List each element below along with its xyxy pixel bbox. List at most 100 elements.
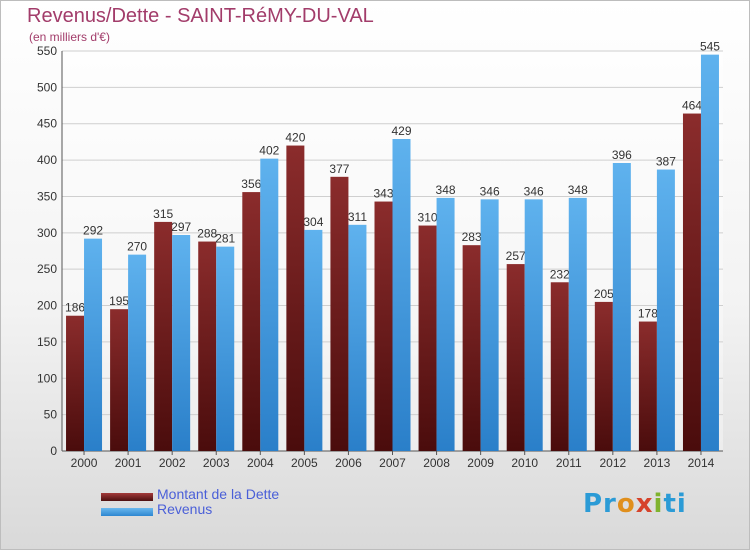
bar-revenus	[524, 199, 543, 451]
bar-revenus	[216, 246, 235, 451]
y-tick-label: 300	[37, 226, 57, 240]
y-tick-label: 550	[37, 44, 57, 58]
bar-dette	[638, 321, 657, 451]
data-label-dette: 195	[109, 294, 129, 308]
y-tick-label: 100	[37, 371, 57, 385]
logo-part: o	[616, 489, 636, 519]
proxiti-logo: Proxiti	[583, 489, 687, 519]
logo-part: x	[635, 489, 654, 519]
bar-revenus	[304, 229, 323, 451]
data-label-revenus: 304	[303, 215, 323, 229]
data-label-revenus: 396	[612, 148, 632, 162]
bar-dette	[198, 241, 217, 451]
y-tick-label: 0	[50, 444, 57, 458]
x-tick-label: 2004	[247, 456, 274, 470]
data-label-dette: 288	[197, 227, 217, 241]
x-tick-label: 2012	[599, 456, 626, 470]
data-label-revenus: 346	[480, 184, 500, 198]
bar-dette	[66, 315, 85, 451]
logo-part: Pr	[583, 489, 617, 519]
data-label-revenus: 348	[436, 183, 456, 197]
bar-revenus	[436, 197, 455, 451]
chart-subtitle: (en milliers d'€)	[29, 30, 110, 44]
x-tick-label: 2013	[644, 456, 671, 470]
bar-dette	[594, 301, 613, 451]
logo-part: ti	[663, 489, 687, 519]
x-tick-label: 2005	[291, 456, 318, 470]
bar-revenus	[612, 163, 631, 451]
data-label-dette: 186	[65, 301, 85, 315]
x-tick-label: 2009	[467, 456, 494, 470]
data-label-revenus: 545	[700, 40, 720, 54]
bar-dette	[330, 176, 349, 451]
y-tick-label: 400	[37, 153, 57, 167]
bar-dette	[462, 245, 481, 451]
data-label-revenus: 348	[568, 183, 588, 197]
bar-dette	[286, 145, 305, 451]
bar-revenus	[656, 169, 675, 451]
data-label-dette: 205	[594, 287, 614, 301]
y-tick-label: 450	[37, 117, 57, 131]
data-label-dette: 310	[418, 211, 438, 225]
data-label-dette: 343	[373, 187, 393, 201]
y-tick-label: 500	[37, 80, 57, 94]
bar-dette	[506, 264, 525, 451]
y-tick-label: 200	[37, 299, 57, 313]
legend-label-dette: Montant de la Dette	[157, 486, 280, 502]
data-label-dette: 464	[682, 99, 702, 113]
bar-revenus	[84, 238, 103, 451]
data-label-revenus: 387	[656, 155, 676, 169]
legend-swatch-dette	[101, 493, 153, 501]
bar-dette	[682, 113, 701, 451]
data-label-revenus: 270	[127, 240, 147, 254]
logo-part: i	[653, 489, 664, 519]
x-tick-label: 2011	[556, 456, 582, 470]
x-tick-label: 2014	[688, 456, 715, 470]
data-label-revenus: 292	[83, 224, 103, 238]
bar-revenus	[348, 224, 367, 451]
x-tick-label: 2001	[115, 456, 142, 470]
bar-revenus	[260, 158, 279, 452]
y-tick-label: 150	[37, 335, 57, 349]
data-label-dette: 232	[550, 267, 570, 281]
bar-revenus	[700, 54, 719, 452]
data-label-revenus: 346	[524, 184, 544, 198]
x-tick-label: 2002	[159, 456, 186, 470]
y-tick-label: 50	[44, 408, 58, 422]
data-label-revenus: 281	[215, 232, 235, 246]
bar-dette	[154, 221, 173, 451]
bar-dette	[242, 192, 261, 451]
y-tick-label: 350	[37, 189, 57, 203]
data-label-dette: 420	[285, 131, 305, 145]
bar-dette	[418, 225, 437, 451]
legend-swatch-revenus	[101, 508, 153, 516]
bar-revenus	[480, 199, 499, 451]
data-label-revenus: 297	[171, 220, 191, 234]
bar-revenus	[172, 235, 191, 451]
data-label-dette: 356	[241, 177, 261, 191]
y-tick-label: 250	[37, 262, 57, 276]
data-label-dette: 315	[153, 207, 173, 221]
x-tick-label: 2000	[71, 456, 98, 470]
data-label-dette: 257	[506, 249, 526, 263]
bar-revenus	[392, 139, 411, 451]
bar-dette	[550, 282, 569, 451]
legend-label-revenus: Revenus	[157, 501, 213, 517]
data-label-revenus: 311	[348, 210, 367, 224]
data-label-dette: 377	[329, 162, 349, 176]
chart-title: Revenus/Dette - SAINT-RéMY-DU-VAL	[27, 5, 374, 27]
bar-dette	[374, 201, 393, 451]
data-label-dette: 178	[638, 307, 658, 321]
x-tick-label: 2008	[423, 456, 450, 470]
x-tick-label: 2010	[511, 456, 538, 470]
data-label-revenus: 429	[391, 124, 411, 138]
data-label-dette: 283	[462, 230, 482, 244]
bar-dette	[110, 309, 129, 451]
bar-revenus	[128, 254, 147, 451]
x-tick-label: 2006	[335, 456, 362, 470]
x-tick-label: 2007	[379, 456, 406, 470]
x-tick-label: 2003	[203, 456, 230, 470]
data-label-revenus: 402	[259, 144, 279, 158]
